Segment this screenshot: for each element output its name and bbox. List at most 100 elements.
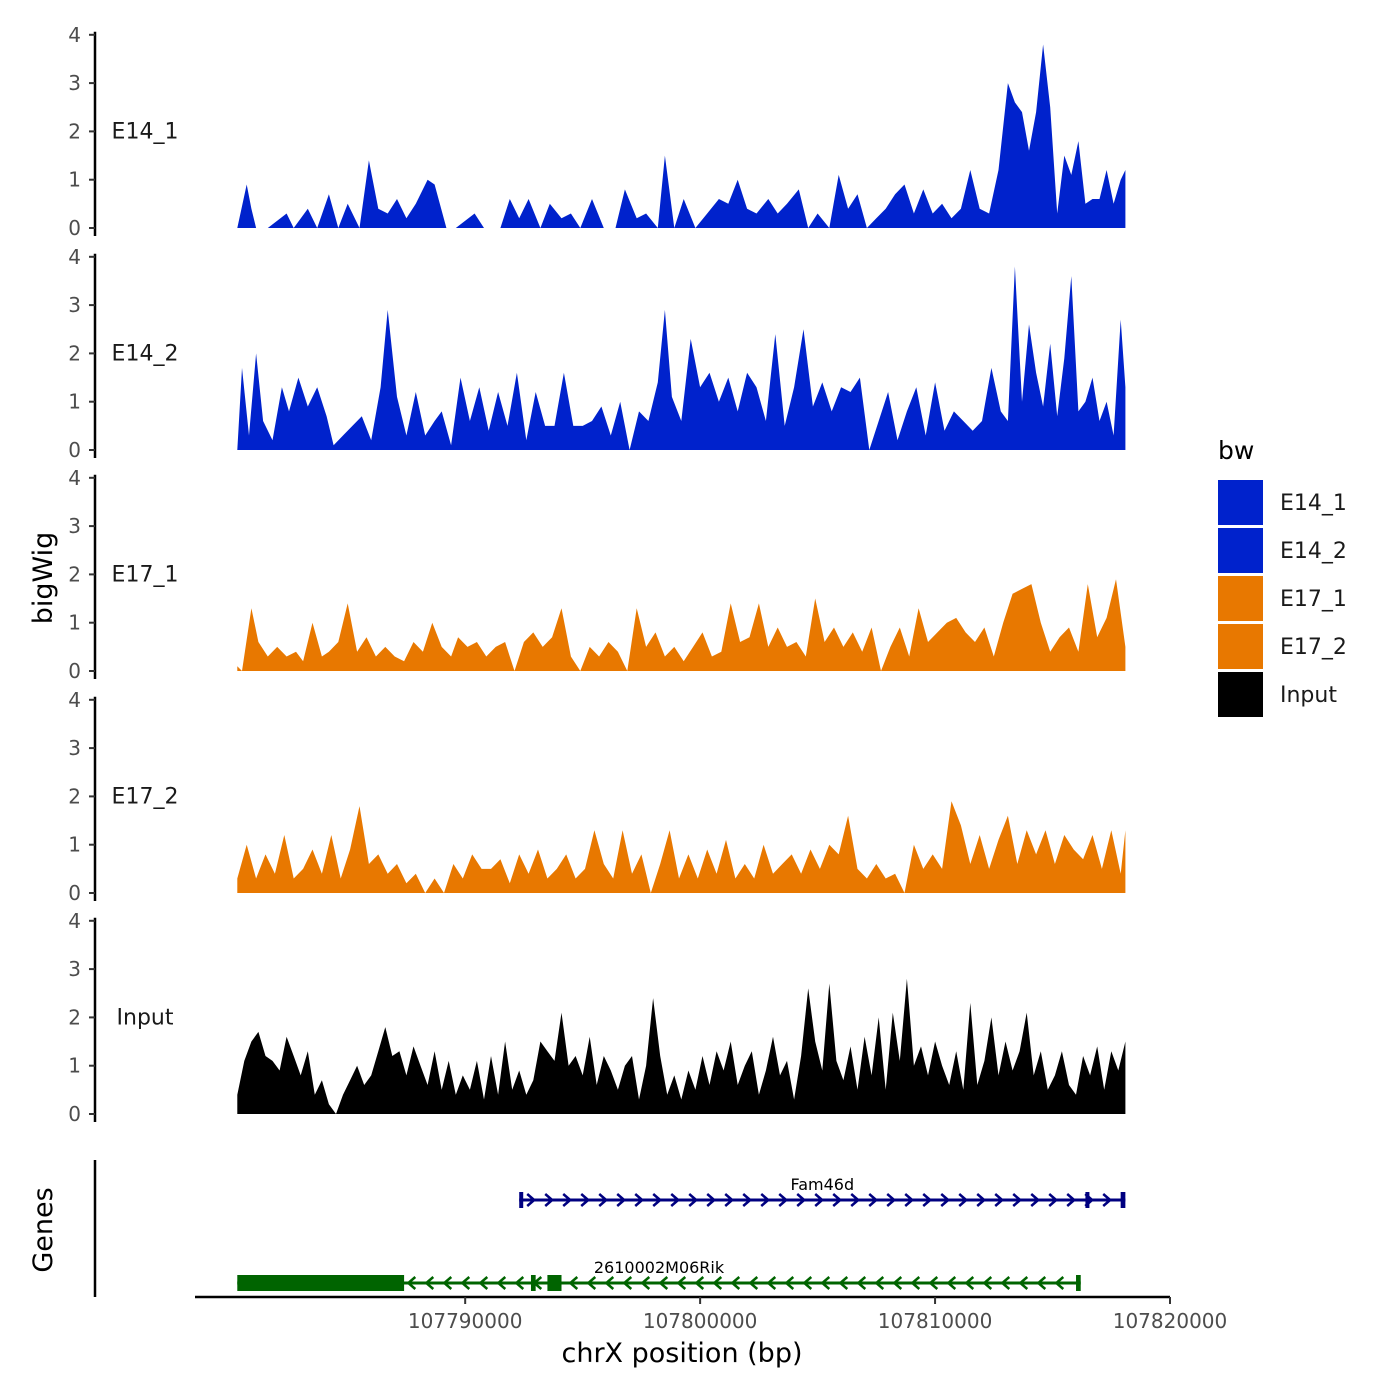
strand-arrow <box>982 1276 993 1290</box>
strand-arrow <box>568 1276 579 1290</box>
strand-arrow <box>850 1193 861 1207</box>
strand-arrow <box>748 1276 759 1290</box>
signal-area-Input <box>237 978 1126 1114</box>
gene-exon <box>1120 1192 1126 1208</box>
strand-arrow <box>820 1276 831 1290</box>
y-tick-label: 1 <box>68 611 81 635</box>
y-tick-label: 4 <box>68 245 81 269</box>
strand-arrow <box>658 1276 669 1290</box>
strand-arrow <box>1054 1276 1065 1290</box>
y-tick-label: 2 <box>68 119 81 143</box>
track-label: E14_1 <box>112 119 179 144</box>
strand-arrow <box>688 1193 699 1207</box>
strand-arrow <box>766 1276 777 1290</box>
strand-arrow <box>514 1276 525 1290</box>
strand-arrow <box>814 1193 825 1207</box>
y-tick-label: 0 <box>68 659 81 683</box>
gene-exon <box>1085 1192 1090 1208</box>
legend-label: E17_2 <box>1280 635 1347 660</box>
strand-arrow <box>706 1193 717 1207</box>
gene-exon <box>547 1275 562 1291</box>
strand-arrow <box>616 1193 627 1207</box>
gene-exon <box>519 1192 524 1208</box>
y-axis-title: bigWig <box>28 532 59 625</box>
strand-arrow <box>424 1276 435 1290</box>
strand-arrow <box>922 1193 933 1207</box>
track-E17_2: 0 1 2 3 4 E17_2 <box>68 688 1126 905</box>
legend-label: E17_1 <box>1280 587 1347 612</box>
y-tick-label: 4 <box>68 23 81 47</box>
strand-arrow <box>652 1193 663 1207</box>
gene-exon <box>1076 1275 1081 1291</box>
strand-arrow <box>760 1193 771 1207</box>
strand-arrow <box>886 1193 897 1207</box>
strand-arrow <box>1030 1193 1041 1207</box>
y-tick-label: 0 <box>68 438 81 462</box>
y-tick-label: 3 <box>68 736 81 760</box>
strand-arrow <box>976 1193 987 1207</box>
legend-swatch <box>1218 624 1263 669</box>
strand-arrow <box>940 1193 951 1207</box>
y-tick-label: 0 <box>68 1102 81 1126</box>
track-label: Input <box>117 1005 174 1030</box>
track-label: E17_1 <box>112 562 179 587</box>
strand-arrow <box>1000 1276 1011 1290</box>
strand-arrow <box>928 1276 939 1290</box>
strand-arrow <box>634 1193 645 1207</box>
y-tick-label: 3 <box>68 293 81 317</box>
y-tick-label: 4 <box>68 909 81 933</box>
gene-name-label: 2610002M06Rik <box>594 1258 725 1277</box>
y-tick-label: 4 <box>68 688 81 712</box>
legend-label: Input <box>1280 683 1337 708</box>
strand-arrow <box>526 1193 537 1207</box>
gene-2610002M06Rik: 2610002M06Rik <box>237 1258 1081 1291</box>
strand-arrow <box>622 1276 633 1290</box>
strand-arrow <box>856 1276 867 1290</box>
x-tick-label: 107820000 <box>1113 1309 1228 1333</box>
y-tick-label: 4 <box>68 466 81 490</box>
strand-arrow <box>730 1276 741 1290</box>
gene-exon <box>237 1275 405 1291</box>
strand-arrow <box>496 1276 507 1290</box>
strand-arrow <box>742 1193 753 1207</box>
legend-swatch <box>1218 528 1263 573</box>
gene-exon <box>530 1275 536 1291</box>
y-tick-label: 2 <box>68 1005 81 1029</box>
signal-tracks: 0 1 2 3 4 E14_1 0 1 2 3 4 E14_2 0 1 2 3 4 E17_1 0 1 2 3 4 E17_2… <box>68 23 1126 1126</box>
strand-arrow <box>442 1276 453 1290</box>
y-tick-label: 3 <box>68 514 81 538</box>
strand-arrow <box>712 1276 723 1290</box>
signal-area-E14_1 <box>237 44 1126 228</box>
strand-arrow <box>724 1193 735 1207</box>
strand-arrow <box>1012 1193 1023 1207</box>
strand-arrow <box>1066 1193 1077 1207</box>
track-E17_1: 0 1 2 3 4 E17_1 <box>68 466 1126 683</box>
strand-arrow <box>406 1276 417 1290</box>
legend-item-Input: Input <box>1218 672 1337 717</box>
legend-label: E14_1 <box>1280 491 1347 516</box>
strand-arrow <box>1018 1276 1029 1290</box>
gene-Fam46d: Fam46d <box>519 1175 1126 1208</box>
strand-arrow <box>904 1193 915 1207</box>
strand-arrow <box>958 1193 969 1207</box>
strand-arrow <box>694 1276 705 1290</box>
strand-arrow <box>562 1193 573 1207</box>
y-tick-label: 3 <box>68 71 81 95</box>
strand-arrow <box>1102 1193 1113 1207</box>
x-axis-title: chrX position (bp) <box>561 1338 802 1369</box>
strand-arrow <box>892 1276 903 1290</box>
strand-arrow <box>1048 1193 1059 1207</box>
strand-arrow <box>544 1193 555 1207</box>
y-tick-label: 0 <box>68 881 81 905</box>
y-tick-label: 1 <box>68 168 81 192</box>
legend-label: E14_2 <box>1280 539 1347 564</box>
track-label: E17_2 <box>112 784 179 809</box>
strand-arrow <box>796 1193 807 1207</box>
x-tick-label: 107810000 <box>878 1309 993 1333</box>
legend-item-E14_2: E14_2 <box>1218 528 1347 573</box>
strand-arrow <box>994 1193 1005 1207</box>
legend: bw E14_1 E14_2 E17_1 E17_2 Input <box>1218 436 1347 717</box>
strand-arrow <box>586 1276 597 1290</box>
x-tick-label: 107800000 <box>643 1309 758 1333</box>
